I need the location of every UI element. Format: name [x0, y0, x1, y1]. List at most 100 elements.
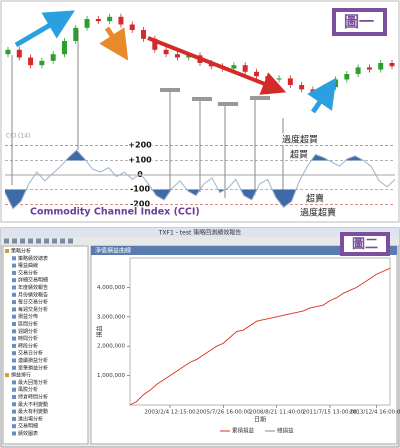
x-tick-label: 2013/12/4 16:00:00: [349, 410, 400, 416]
tree-item: 損益分佈: [18, 313, 38, 320]
title-bar: [1, 228, 399, 237]
tree-icon: [5, 249, 9, 253]
tree-icon: [12, 380, 16, 385]
arrow: [14, 10, 75, 48]
tree-icon: [12, 402, 16, 407]
tree-icon: [12, 358, 16, 363]
toolbar-icons: [4, 238, 73, 244]
tree-item: 績效圖表: [18, 430, 38, 437]
x-tick-label: 2011/7/15 13:00:00: [303, 410, 358, 416]
tree-icon: [12, 292, 16, 297]
candle: [118, 16, 124, 25]
tree-item: 損益排行: [11, 372, 31, 379]
candle: [355, 67, 361, 74]
annotation: 過度超賣: [300, 207, 336, 219]
y-axis-label: 損益: [96, 325, 104, 337]
tree-icon: [12, 278, 16, 283]
candle: [5, 49, 11, 55]
tree-icon: [12, 256, 16, 261]
tree-item: 週期分析: [18, 328, 38, 335]
candle: [129, 24, 135, 30]
tree-item: 詳細交易明細: [18, 277, 48, 284]
tree-item: 交易分析: [18, 269, 38, 276]
tree-item: 策略分析: [11, 248, 31, 255]
equity-line: [129, 267, 391, 406]
panel-title: 淨值損益曲線: [95, 247, 131, 255]
tree-item: 權益曲線: [18, 262, 38, 269]
candle: [174, 54, 180, 58]
annotation: 超賣: [306, 193, 324, 205]
candle: [276, 78, 282, 80]
arrow: [147, 36, 287, 95]
candle: [95, 19, 101, 22]
candle: [61, 41, 67, 55]
window-title: TXF1 - test 策略回測績效報告: [158, 229, 241, 237]
x-tick-label: 2005/7/26 16:00:00: [196, 410, 251, 416]
tree-item: 持倉時間分析: [18, 394, 48, 401]
tree-item: 年度績效報告: [18, 284, 48, 291]
tree-item: 時段分析: [18, 342, 38, 349]
tree-icon: [12, 387, 16, 392]
candle: [299, 85, 305, 90]
tree-icon: [12, 270, 16, 275]
tree-item: 策略績效總表: [18, 255, 48, 262]
candle: [231, 65, 237, 69]
tree-item: 區間分析: [18, 321, 38, 328]
candle: [186, 55, 192, 58]
tree-item: 連續損益分析: [18, 357, 48, 364]
y-tick-label: -100: [130, 185, 150, 194]
candle: [378, 63, 384, 70]
badge-inner: [344, 236, 386, 252]
tree-item: 風險分析: [18, 386, 38, 393]
candle: [333, 79, 339, 88]
y-tick-label: 2,000,000: [97, 344, 125, 350]
tree-item: 每週交易分析: [18, 306, 48, 313]
tree-item: 交易日分析: [18, 350, 43, 357]
candle: [107, 16, 113, 22]
candle: [287, 78, 293, 85]
candle: [50, 54, 56, 61]
candle: [344, 74, 350, 80]
tree-icon: [12, 416, 16, 421]
y-tick-label: -200: [130, 199, 150, 208]
candle: [310, 89, 316, 92]
tree-icon: [12, 285, 16, 290]
candle: [163, 49, 169, 55]
tree-icon: [12, 300, 16, 305]
badge-text: 圖一: [344, 13, 374, 31]
candle: [16, 49, 22, 58]
tree-icon: [12, 307, 16, 312]
candle-chart: [5, 13, 395, 95]
candle: [242, 65, 248, 72]
tree-icon: [12, 263, 16, 268]
tree-item: 單筆損益分析: [18, 364, 48, 371]
tree-icon: [12, 314, 16, 319]
annotation: 超買: [290, 149, 308, 161]
annotation: 過度超買: [282, 134, 318, 146]
support-marks: [160, 88, 270, 106]
tree: 策略分析策略績效總表權益曲線交易分析詳細交易明細年度績效報告月份績效報告每日交易…: [5, 248, 48, 437]
chart-title: Commodity Channel Index (CCI): [30, 207, 200, 218]
toolbar: [1, 237, 399, 245]
badge-text: 圖二: [352, 236, 378, 252]
tree-icon: [12, 431, 16, 436]
arrow: [99, 26, 129, 61]
tree-icon: [12, 395, 16, 399]
tree-item: 最大不利變動: [18, 401, 48, 408]
candle: [39, 60, 45, 66]
tree-icon: [12, 336, 16, 341]
arrow: [307, 77, 337, 114]
tree-icon: [12, 365, 16, 370]
y-tick-label: +200: [128, 141, 152, 150]
y-tick-label: 3,000,000: [97, 314, 125, 320]
cci-line: [4, 149, 396, 210]
tree-item: 進出場分析: [18, 415, 43, 422]
tree-item: 交易明細: [18, 423, 38, 430]
y-tick-label: 1,000,000: [97, 373, 125, 379]
tree-icon: [12, 343, 16, 348]
candle: [141, 30, 147, 39]
tree-item: 最大回落分析: [18, 379, 48, 386]
tree-icon: [12, 409, 16, 414]
candle: [265, 76, 271, 80]
